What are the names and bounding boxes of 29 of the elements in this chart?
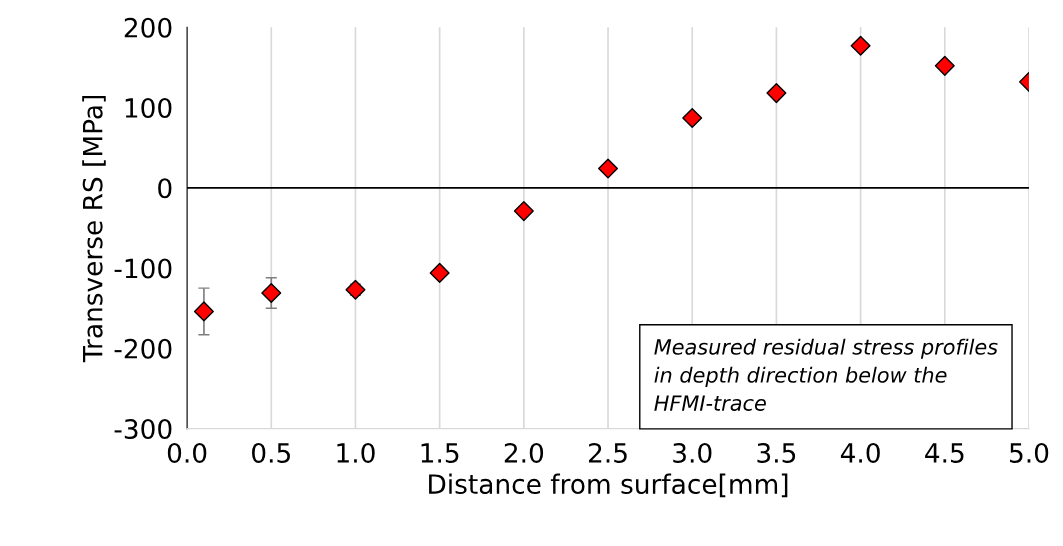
y-tick-label: 200 [124, 17, 172, 38]
point [766, 83, 787, 104]
y-tick-label: 100 [125, 98, 172, 118]
y-axis-title: Transverse RS [MPa] [82, 95, 106, 363]
x-tick-label: 2.0 [504, 442, 544, 463]
point [682, 107, 703, 129]
point [193, 301, 214, 322]
x-tick-label: 3.5 [757, 442, 796, 463]
point [513, 201, 534, 222]
x-tick-label: 0.5 [252, 442, 290, 463]
x-tick-label: 3.0 [673, 442, 712, 463]
y-tick-label: -200 [114, 338, 172, 359]
x-tick-label: 1.5 [421, 443, 459, 463]
y-tick-label: 0 [158, 178, 172, 199]
y-tick-label: -300 [114, 419, 172, 440]
x-tick-label: 2.5 [588, 442, 627, 463]
point [598, 158, 619, 179]
x-tick-label: 0.0 [167, 442, 207, 463]
x-tick-label: 1.0 [337, 442, 375, 463]
point [934, 55, 955, 76]
y-tick-label: -100 [114, 258, 172, 279]
annotation: Measured residual stress profiles in depth direction below the HFMI-trace [654, 338, 998, 411]
x-axis-title: Distance from surface[mm] [429, 473, 788, 498]
point [850, 35, 871, 56]
x-tick-label: 4.5 [925, 443, 964, 463]
point [429, 262, 450, 283]
x-tick-label: 4.0 [840, 442, 880, 463]
x-tick-label: 5.0 [1010, 442, 1049, 463]
point [261, 282, 282, 303]
